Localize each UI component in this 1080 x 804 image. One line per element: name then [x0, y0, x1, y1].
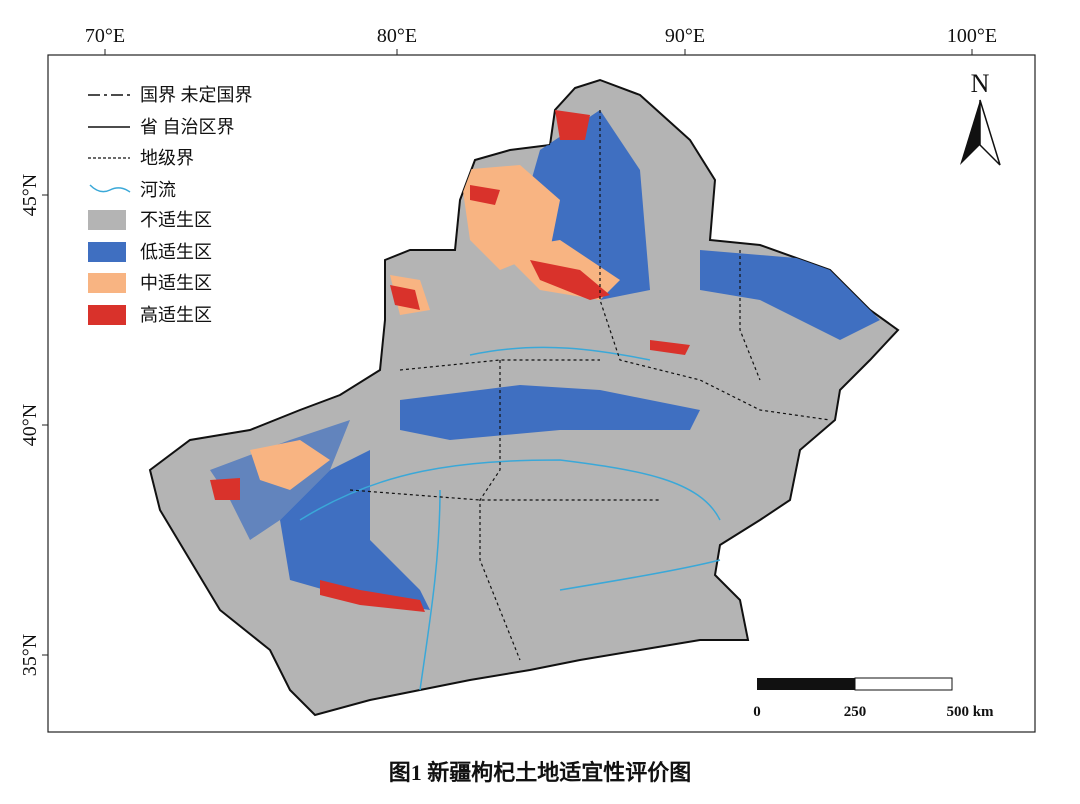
scale-label: 250 — [844, 704, 867, 720]
legend-label: 省 自治区界 — [140, 117, 235, 137]
legend-label: 中适生区 — [140, 273, 212, 293]
caption: 图1 新疆枸杞土地适宜性评价图 — [389, 760, 692, 785]
admin-boundaries — [349, 110, 831, 661]
legend — [88, 94, 131, 325]
lon-label: 70°E — [85, 25, 125, 47]
north-label: N — [971, 69, 990, 98]
scale-label: 500 km — [946, 704, 994, 720]
scale-bar — [757, 678, 855, 690]
lon-label: 90°E — [665, 25, 705, 47]
legend-label: 国界 未定国界 — [140, 85, 253, 105]
lat-label: 40°N — [19, 404, 41, 446]
lat-label: 45°N — [19, 174, 41, 216]
frame-ticks — [42, 49, 973, 656]
legend-label: 河流 — [140, 180, 176, 200]
lon-label: 100°E — [947, 25, 997, 47]
north-arrow — [979, 99, 1001, 166]
scale-bar — [854, 677, 953, 691]
legend-label: 低适生区 — [140, 242, 212, 262]
legend-label: 不适生区 — [140, 210, 212, 230]
lat-label: 35°N — [19, 634, 41, 676]
rivers — [299, 346, 721, 691]
suitability-zones — [210, 110, 880, 612]
lon-label: 80°E — [377, 25, 417, 47]
scale-label: 0 — [753, 704, 761, 720]
legend-label: 高适生区 — [140, 305, 212, 325]
legend-label: 地级界 — [140, 148, 194, 168]
north-arrow — [960, 100, 980, 165]
